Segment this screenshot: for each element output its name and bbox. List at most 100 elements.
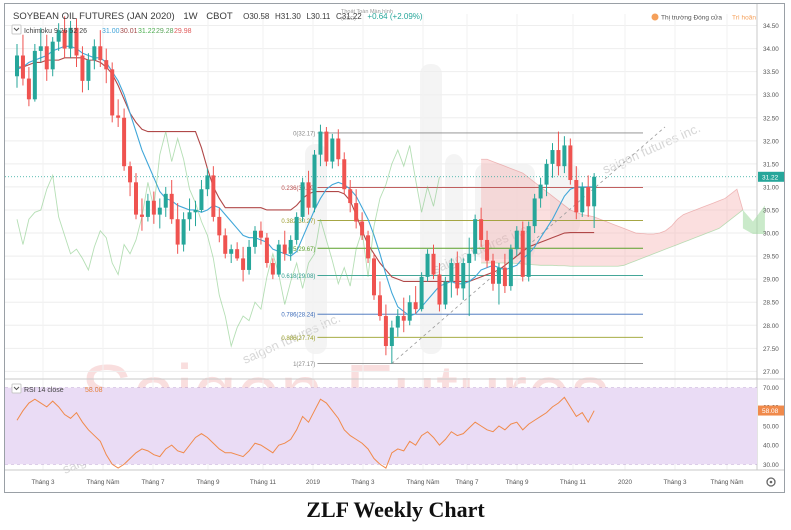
candle-body	[443, 281, 448, 305]
price-tick-label: 31.50	[763, 161, 779, 168]
ichimoku-label: Ichimoku 9 26 52 26	[24, 28, 87, 35]
candle-body	[520, 230, 525, 277]
candle-body	[372, 258, 376, 296]
candle-body	[455, 263, 460, 289]
chevron-down-icon[interactable]	[13, 386, 20, 391]
candle-body	[461, 263, 466, 289]
senkou-span-a	[481, 158, 744, 235]
candle-body	[264, 237, 269, 264]
candle-body	[56, 30, 61, 42]
candle-body	[502, 267, 507, 287]
watermark-logo-bar	[445, 154, 463, 284]
candle-body	[389, 327, 394, 347]
market-status-extra: Trì hoãn	[732, 15, 756, 22]
candle-body	[592, 176, 597, 207]
settings-button[interactable]	[766, 477, 776, 487]
rsi-legend[interactable]: RSI 14 close 58.08	[11, 383, 103, 394]
candle-body	[98, 46, 103, 61]
candle-body	[44, 46, 49, 70]
rsi-tick-label: 50.00	[763, 424, 779, 431]
candle-body	[20, 55, 25, 79]
candle-body	[80, 55, 85, 81]
market-status[interactable]: Thị trường Đóng cửa Trì hoãn	[651, 13, 757, 22]
ichimoku-legend[interactable]: Ichimoku 9 26 52 26 31.00 30.01 31.22 29.28…	[11, 24, 192, 35]
candle-body	[538, 184, 543, 199]
ohlc-low: L30.11	[306, 12, 330, 21]
candle-body	[473, 219, 478, 254]
candle-body	[491, 260, 495, 284]
time-tick-label: Tháng Năm	[87, 479, 120, 486]
axes: 27.00 27.50 28.00 28.50 29.00 29.50 30.00 30.50…	[31, 23, 784, 486]
candle-body	[407, 302, 412, 321]
time-tick-label: Tháng 11	[560, 479, 587, 486]
candle-body	[145, 200, 150, 217]
candle-body	[568, 145, 573, 181]
rsi-value-badge-label: 58.08	[762, 408, 779, 415]
price-tick-label: 34.50	[763, 23, 779, 30]
market-status-text: Thị trường Đóng cửa	[661, 14, 722, 22]
chart-frame: saigon futures inc.saigon futures inc.sa…	[4, 3, 785, 493]
price-tick-label: 32.00	[763, 138, 779, 145]
gear-icon[interactable]	[766, 477, 776, 487]
fib-level-label: 0(32.17)	[293, 131, 315, 137]
fib-level-label: 0.618(29.08)	[281, 274, 315, 280]
price-tick-label: 33.50	[763, 69, 779, 76]
candle-body	[336, 138, 341, 160]
candle-body	[550, 150, 555, 164]
fib-level-label: 0.236(30.99)	[281, 186, 315, 192]
price-tick-label: 30.50	[763, 207, 779, 214]
candle-body	[324, 131, 329, 162]
candle-body	[562, 145, 567, 167]
candle-body	[366, 235, 371, 259]
tooltip-line-2: (ESC)	[341, 16, 356, 22]
candle-body	[318, 131, 323, 155]
candle-body	[485, 239, 490, 261]
last-price-label: 31.22	[762, 174, 779, 181]
candle-body	[342, 159, 347, 190]
time-tick-label: 2020	[618, 479, 633, 486]
svg-text:SOYBEAN OIL FUTURES (JAN 2020): SOYBEAN OIL FUTURES (JAN 2020) 1W CBOT O…	[13, 11, 423, 22]
candle-body	[205, 175, 210, 190]
price-tick-label: 29.50	[763, 254, 779, 261]
candle-body	[479, 219, 484, 240]
candle-body	[526, 226, 531, 277]
kumo-cloud	[481, 159, 743, 267]
header: SOYBEAN OIL FUTURES (JAN 2020) 1W CBOT O…	[11, 9, 776, 487]
candle-body	[377, 295, 382, 317]
candle-body	[241, 258, 246, 270]
candle-body	[544, 163, 549, 185]
time-tick-label: Tháng 9	[505, 479, 529, 486]
price-tick-label: 32.50	[763, 115, 779, 122]
rsi-tick-label: 40.00	[763, 443, 779, 450]
time-tick-label: Tháng 3	[351, 479, 375, 486]
time-tick-label: Tháng 9	[196, 479, 220, 486]
watermark-text: saigon futures inc.	[600, 120, 702, 177]
ichimoku-value: 31.22	[138, 28, 156, 35]
time-tick-label: Tháng Năm	[711, 479, 744, 486]
candle-body	[151, 200, 156, 215]
candle-body	[86, 60, 91, 81]
price-tick-label: 34.00	[763, 46, 779, 53]
candle-body	[92, 46, 97, 61]
candle-body	[395, 316, 400, 328]
rsi-line	[16, 396, 595, 469]
time-tick-label: Tháng 7	[141, 479, 165, 486]
chart-title: SOYBEAN OIL FUTURES (JAN 2020)	[13, 11, 175, 22]
candle-body	[431, 253, 436, 275]
candle-body	[413, 302, 418, 310]
candle-body	[437, 274, 442, 305]
candle-body	[580, 186, 585, 213]
candle-body	[425, 253, 430, 277]
time-tick-label: Tháng 3	[663, 479, 687, 486]
candle-body	[134, 182, 138, 215]
chart-svg: saigon futures inc.saigon futures inc.sa…	[5, 4, 784, 487]
last-price-badge	[758, 171, 784, 182]
rsi-value-badge	[758, 405, 784, 416]
chevron-down-icon[interactable]	[13, 27, 20, 32]
candles	[15, 16, 597, 364]
candle-body	[187, 212, 192, 220]
ohlc-change: +0.64 (+2.09%)	[367, 12, 422, 21]
ohlc-close: C31.22	[336, 12, 362, 21]
candle-body	[110, 69, 115, 116]
tooltip-line-1: Thoát Toàn Màn hình	[341, 9, 393, 15]
